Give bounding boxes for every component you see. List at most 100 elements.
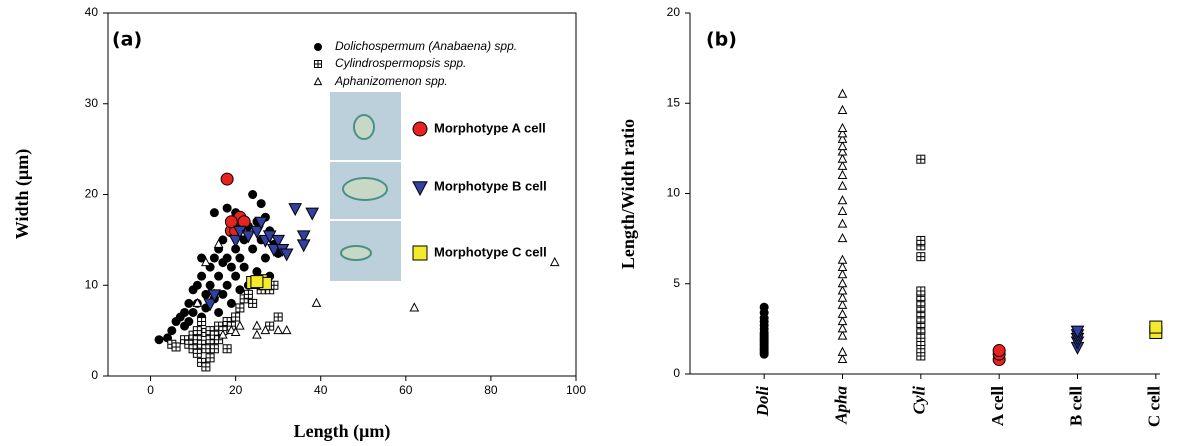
marker: [260, 253, 270, 263]
point: [1070, 325, 1085, 339]
marker: [837, 218, 848, 228]
y-tick-label: 40: [85, 5, 99, 19]
marker: [837, 195, 848, 205]
point: [412, 121, 428, 137]
marker: [837, 122, 848, 133]
point: [201, 256, 211, 267]
legend-label: Dolichospermum (Anabaena) spp.: [335, 39, 517, 53]
point: [250, 225, 264, 239]
point: [288, 203, 303, 217]
marker: [837, 140, 848, 151]
marker: [241, 230, 256, 244]
point: [252, 329, 262, 339]
micrograph-insets: [330, 92, 401, 281]
point-cross: [916, 286, 925, 295]
point: [837, 299, 848, 309]
point: [273, 324, 284, 335]
point: [254, 216, 268, 230]
marker: [214, 335, 224, 345]
point: [837, 122, 848, 133]
marker: [222, 280, 232, 290]
point: [222, 253, 232, 263]
marker: [235, 253, 245, 263]
x-tick-label: 100: [566, 383, 586, 397]
marker: [209, 344, 219, 354]
point-cross: [314, 60, 322, 68]
marker: [184, 317, 194, 327]
point-cross: [916, 252, 925, 261]
y-tick-label: 0: [91, 368, 98, 382]
marker: [197, 271, 207, 281]
marker: [837, 261, 848, 272]
point: [314, 43, 322, 51]
point-cross: [214, 335, 223, 344]
marker: [409, 302, 420, 312]
marker: [837, 353, 848, 364]
point: [214, 271, 224, 281]
point-cross: [201, 362, 210, 371]
point: [256, 199, 266, 209]
point: [218, 329, 228, 339]
point: [305, 207, 320, 221]
point-cross: [206, 353, 215, 362]
marker: [188, 307, 198, 317]
marker: [256, 199, 266, 209]
marker: [305, 207, 320, 221]
y-tick-label: 10: [85, 277, 99, 291]
panel-label: (a): [112, 29, 142, 51]
point: [412, 181, 428, 197]
marker: [243, 289, 253, 299]
marker: [837, 153, 848, 163]
marker: [254, 216, 268, 230]
point-cross: [231, 313, 240, 322]
marker: [296, 230, 311, 244]
point: [184, 298, 194, 308]
legend-marker: [412, 245, 428, 261]
y-tick-label: 30: [85, 96, 99, 110]
legend-label: Morphotype B cell: [434, 178, 547, 193]
point: [192, 280, 202, 290]
marker: [250, 225, 264, 239]
point: [260, 324, 271, 335]
marker: [231, 312, 241, 322]
marker: [154, 335, 164, 345]
y-tick-label: 10: [667, 186, 681, 200]
point: [549, 256, 560, 267]
point-cross: [223, 344, 232, 353]
marker: [759, 302, 769, 312]
marker: [252, 329, 262, 339]
point: [271, 234, 286, 248]
marker: [271, 234, 286, 248]
point: [837, 353, 848, 364]
x-tick-label: 20: [229, 383, 243, 397]
point: [220, 172, 234, 186]
point: [218, 289, 228, 299]
point: [222, 203, 232, 213]
x-axis-title: Length (μm): [294, 421, 391, 442]
point: [837, 104, 848, 114]
point: [837, 133, 848, 143]
marker: [1149, 320, 1163, 334]
marker: [222, 344, 232, 354]
point: [230, 326, 241, 336]
point: [260, 253, 270, 263]
legend-marker: [412, 121, 428, 137]
x-tick-label: B cell: [1066, 386, 1085, 426]
point: [235, 285, 245, 295]
marker: [207, 289, 222, 303]
cell-b: [342, 177, 388, 201]
point-cross: [916, 337, 925, 346]
marker: [235, 320, 245, 330]
marker: [916, 252, 926, 262]
point-cross: [235, 303, 244, 312]
marker: [197, 317, 207, 327]
panel-label: (b): [706, 29, 737, 51]
marker: [311, 297, 322, 307]
point: [241, 230, 256, 244]
marker: [837, 146, 848, 156]
point: [167, 326, 177, 336]
point: [837, 153, 848, 163]
marker: [250, 275, 264, 289]
point: [837, 308, 848, 318]
